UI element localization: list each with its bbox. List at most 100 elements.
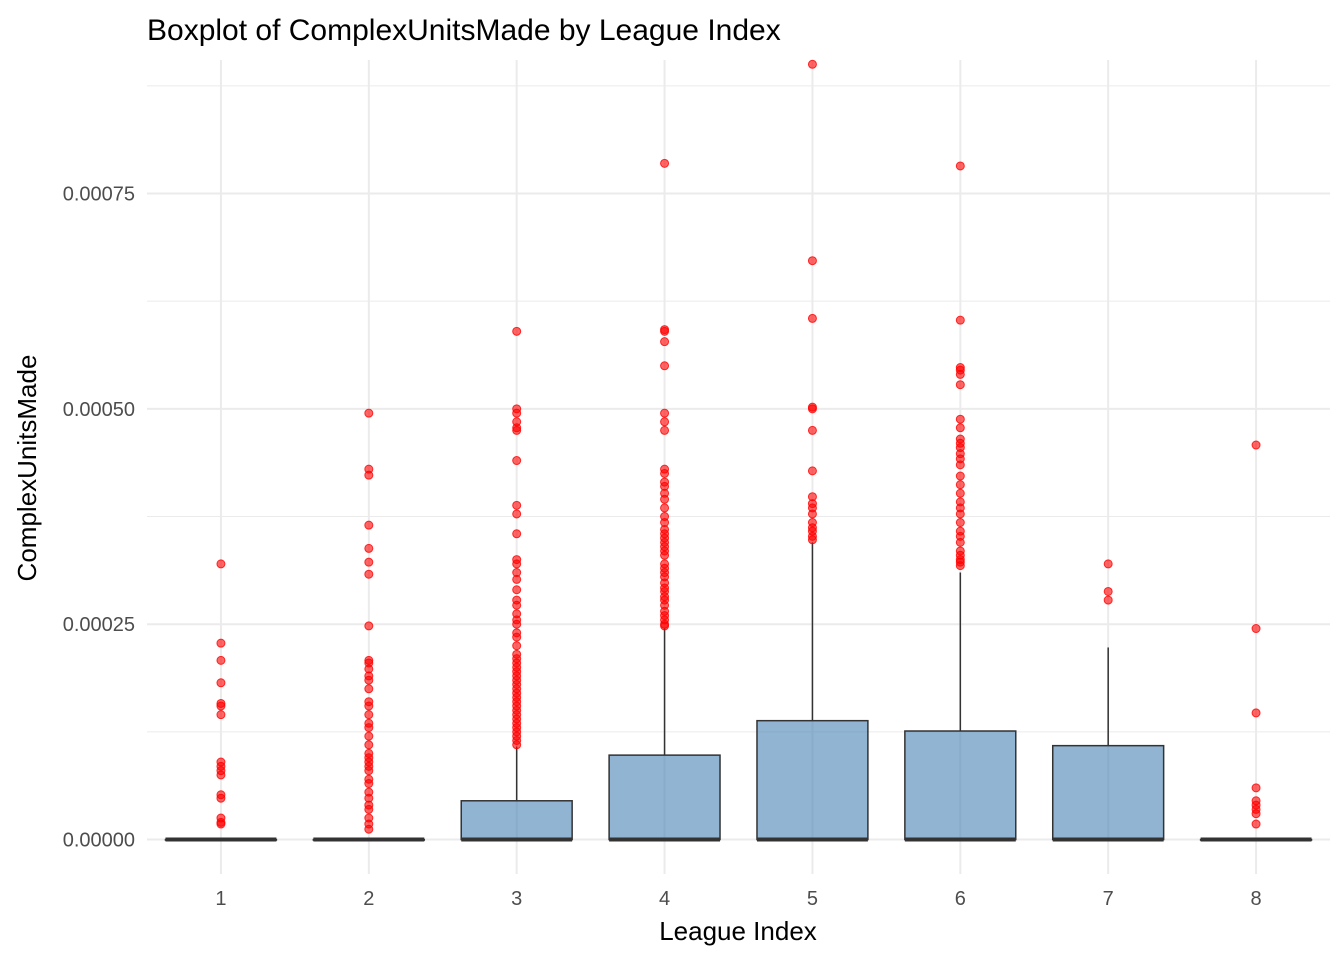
outlier-point (364, 779, 374, 789)
outlier-point (660, 621, 670, 631)
outlier-point (364, 557, 374, 567)
outlier-point (660, 326, 670, 336)
outlier-point (955, 471, 965, 481)
outlier-point (807, 313, 817, 323)
outlier-point (512, 425, 522, 435)
x-tick-label: 6 (955, 888, 966, 910)
x-tick-label: 1 (215, 888, 226, 910)
outlier-point (660, 550, 670, 560)
outlier-point (660, 503, 670, 513)
outlier-point (807, 466, 817, 476)
y-axis-title: ComplexUnitsMade (12, 355, 42, 582)
outlier-point (1251, 624, 1261, 634)
y-tick-label: 0.00050 (63, 399, 135, 421)
outlier-point (955, 537, 965, 547)
outlier-point (512, 600, 522, 610)
outlier-point (955, 315, 965, 325)
x-tick-label: 2 (363, 888, 374, 910)
outlier-point (807, 425, 817, 435)
outlier-point (955, 423, 965, 433)
outlier-point (512, 509, 522, 519)
box-3 (460, 800, 573, 841)
outlier-point (660, 468, 670, 478)
y-axis-ticks: 0.00000 0.00025 0.00050 0.00075 (63, 184, 135, 852)
outlier-point (1103, 559, 1113, 569)
x-tick-label: 8 (1251, 888, 1262, 910)
y-tick-label: 0.00025 (63, 614, 135, 636)
outlier-point (512, 559, 522, 569)
box-5 (756, 719, 869, 841)
y-tick-label: 0.00075 (63, 184, 135, 206)
outlier-point (364, 740, 374, 750)
outlier-point (660, 408, 670, 418)
outlier-point (955, 161, 965, 171)
outlier-point (364, 766, 374, 776)
y-tick-label: 0.00000 (63, 830, 135, 852)
outlier-point (807, 509, 817, 519)
box-4 (608, 754, 721, 841)
outlier-point (364, 408, 374, 418)
outlier-point (955, 369, 965, 379)
outlier-point (955, 460, 965, 470)
outlier-point (512, 456, 522, 466)
outlier-point (216, 770, 226, 780)
outlier-point (955, 561, 965, 571)
outlier-point (955, 518, 965, 528)
outlier-point (660, 494, 670, 504)
outlier-point (216, 678, 226, 688)
outlier-point (807, 535, 817, 545)
outlier-point (512, 326, 522, 336)
outlier-point (216, 559, 226, 569)
outliers (216, 59, 1261, 834)
outlier-point (512, 632, 522, 642)
outlier-point (512, 529, 522, 539)
outlier-point (216, 793, 226, 803)
outlier-point (364, 675, 374, 685)
outlier-point (660, 425, 670, 435)
outlier-point (1251, 783, 1261, 793)
outlier-point (216, 655, 226, 665)
outlier-point (512, 619, 522, 629)
outlier-point (364, 710, 374, 720)
outlier-point (1103, 586, 1113, 596)
x-tick-label: 4 (659, 888, 670, 910)
outlier-point (364, 470, 374, 480)
outlier-point (364, 804, 374, 814)
outlier-point (364, 731, 374, 741)
outlier-point (1251, 708, 1261, 718)
chart-title: Boxplot of ComplexUnitsMade by League In… (147, 14, 781, 47)
outlier-point (216, 819, 226, 829)
outlier-point (955, 380, 965, 390)
outlier-point (364, 621, 374, 631)
outlier-point (660, 417, 670, 427)
outlier-point (364, 520, 374, 530)
outlier-point (955, 509, 965, 519)
x-axis-title: League Index (659, 916, 817, 946)
x-tick-label: 5 (807, 888, 818, 910)
grid-minor (147, 85, 1330, 733)
outlier-point (512, 641, 522, 651)
outlier-point (364, 684, 374, 694)
x-tick-label: 7 (1103, 888, 1114, 910)
outlier-point (512, 585, 522, 595)
outlier-point (364, 543, 374, 553)
box-7 (1051, 744, 1165, 841)
box-6 (904, 730, 1017, 841)
outlier-point (1251, 819, 1261, 829)
outlier-point (955, 414, 965, 424)
outlier-point (660, 361, 670, 371)
outlier-point (807, 59, 817, 69)
outlier-point (1103, 595, 1113, 605)
outlier-point (216, 638, 226, 648)
outlier-point (512, 408, 522, 418)
outlier-point (1251, 440, 1261, 450)
outlier-point (807, 404, 817, 414)
outlier-point (364, 723, 374, 733)
x-axis-ticks: 1 2 3 4 5 6 7 8 (215, 888, 1261, 910)
outlier-point (660, 158, 670, 168)
outlier-point (512, 574, 522, 584)
outlier-point (512, 740, 522, 750)
outlier-point (955, 488, 965, 498)
outlier-point (216, 701, 226, 711)
